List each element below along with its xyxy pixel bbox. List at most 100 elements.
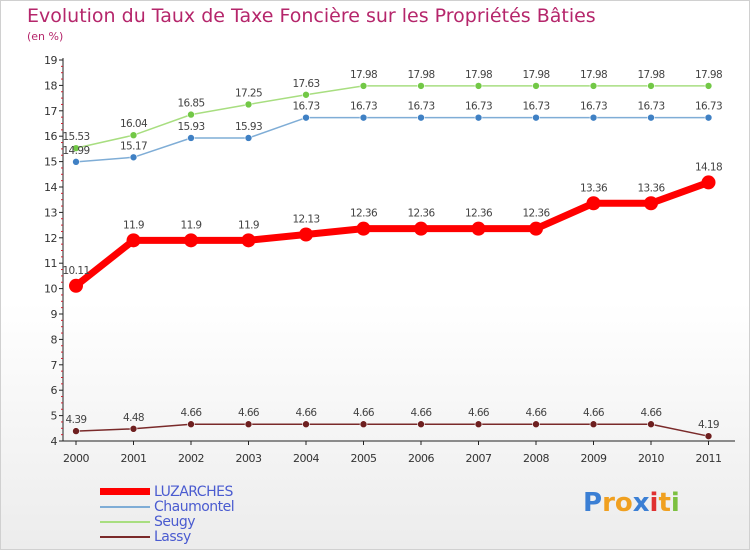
data-point-lassy <box>72 427 80 435</box>
data-label-lassy: 4.66 <box>583 407 605 419</box>
data-label-luzarches: 12.13 <box>292 213 319 225</box>
data-label-chaumontel: 16.73 <box>580 101 607 113</box>
legend-label-luzarches: LUZARCHES <box>154 484 233 500</box>
data-label-lassy: 4.39 <box>66 414 87 426</box>
y-tick-label: 11 <box>44 257 57 270</box>
data-point-lassy <box>647 420 655 429</box>
data-point-seugy <box>474 82 483 90</box>
data-label-luzarches: 11.9 <box>238 219 259 231</box>
legend-swatch-lassy <box>100 536 150 538</box>
data-point-chaumontel <box>589 113 598 122</box>
series-line-luzarches <box>72 178 712 290</box>
x-tick-label: 2003 <box>236 452 262 465</box>
data-label-chaumontel: 15.93 <box>235 121 262 133</box>
x-tick-label: 2004 <box>293 452 319 465</box>
data-point-seugy <box>647 82 655 90</box>
data-label-luzarches: 13.36 <box>580 182 608 194</box>
legend-label-chaumontel: Chaumontel <box>154 499 235 515</box>
data-label-lassy: 4.19 <box>698 419 719 431</box>
data-label-lassy: 4.48 <box>123 412 144 424</box>
legend-label-lassy: Lassy <box>154 529 191 545</box>
data-label-lassy: 4.66 <box>181 407 203 419</box>
data-point-lassy <box>417 420 425 429</box>
data-point-lassy <box>187 420 195 429</box>
data-label-luzarches: 14.18 <box>695 161 722 173</box>
data-point-chaumontel <box>129 153 138 162</box>
data-point-lassy <box>589 420 598 429</box>
legend-swatch-chaumontel <box>100 506 150 508</box>
data-point-luzarches <box>644 196 658 211</box>
data-point-chaumontel <box>474 113 483 122</box>
x-tick-label: 2008 <box>523 452 549 465</box>
x-tick-label: 2007 <box>466 452 492 465</box>
data-label-seugy: 17.25 <box>235 87 262 99</box>
data-point-luzarches <box>69 278 83 293</box>
x-tick-label: 2001 <box>121 452 147 465</box>
data-point-chaumontel <box>704 113 713 122</box>
y-tick-label: 19 <box>44 54 57 67</box>
y-tick-label: 16 <box>44 130 57 143</box>
logo-letter: o <box>614 488 633 518</box>
y-tick-label: 7 <box>51 359 58 372</box>
data-label-lassy: 4.66 <box>296 407 318 419</box>
data-point-chaumontel <box>647 113 655 122</box>
data-label-seugy: 17.98 <box>350 69 377 81</box>
data-label-seugy: 17.63 <box>292 78 319 90</box>
data-label-chaumontel: 16.73 <box>637 101 664 113</box>
data-label-luzarches: 12.36 <box>465 208 493 220</box>
legend-item-chaumontel: Chaumontel <box>100 499 360 515</box>
data-label-lassy: 4.66 <box>468 407 490 419</box>
data-label-seugy: 16.04 <box>120 118 148 130</box>
data-point-luzarches <box>471 221 486 236</box>
data-point-luzarches <box>356 221 371 236</box>
data-label-lassy: 4.66 <box>526 407 548 419</box>
logo-letter: i <box>649 488 659 518</box>
series-line-seugy <box>75 85 710 149</box>
data-label-luzarches: 11.9 <box>123 219 144 231</box>
data-label-seugy: 17.98 <box>522 69 549 81</box>
legend: LUZARCHES Chaumontel Seugy Lassy <box>100 484 360 545</box>
data-label-chaumontel: 16.73 <box>695 101 722 113</box>
data-point-seugy <box>244 100 253 109</box>
data-point-seugy <box>187 110 195 119</box>
data-label-lassy: 4.66 <box>353 407 375 419</box>
data-label-luzarches: 12.36 <box>522 208 550 220</box>
x-tick-label: 2005 <box>351 452 377 465</box>
chart-title: Evolution du Taux de Taxe Foncière sur l… <box>27 5 596 27</box>
data-point-luzarches <box>414 221 428 236</box>
data-label-seugy: 17.98 <box>637 69 664 81</box>
data-label-luzarches: 11.9 <box>181 219 202 231</box>
data-point-seugy <box>302 90 310 99</box>
data-label-seugy: 16.85 <box>177 98 204 110</box>
logo-letter: x <box>632 488 650 518</box>
y-tick-label: 15 <box>44 156 57 169</box>
data-label-lassy: 4.66 <box>411 407 433 419</box>
logo-letter: P <box>583 488 603 518</box>
data-point-chaumontel <box>187 134 195 142</box>
data-point-luzarches <box>586 196 601 211</box>
data-label-seugy: 17.98 <box>407 69 434 81</box>
legend-swatch-seugy <box>100 521 150 523</box>
data-point-luzarches <box>299 227 313 242</box>
data-point-luzarches <box>701 175 716 190</box>
data-label-seugy: 17.98 <box>465 69 492 81</box>
legend-item-lassy: Lassy <box>100 529 360 545</box>
y-tick-label: 6 <box>51 384 58 397</box>
legend-swatch-luzarches <box>100 488 150 495</box>
data-label-chaumontel: 16.73 <box>292 101 319 113</box>
data-label-chaumontel: 16.73 <box>350 101 377 113</box>
data-point-seugy <box>129 131 138 139</box>
y-tick-label: 8 <box>51 333 58 346</box>
data-label-luzarches: 10.11 <box>62 265 89 277</box>
data-label-lassy: 4.66 <box>238 407 260 419</box>
data-label-chaumontel: 15.93 <box>177 121 204 133</box>
data-point-seugy <box>72 144 80 152</box>
chart-subtitle: (en %) <box>27 30 64 43</box>
y-tick-label: 14 <box>44 181 57 194</box>
x-tick-label: 2002 <box>178 452 204 465</box>
y-tick-label: 9 <box>51 308 58 321</box>
data-label-seugy: 17.98 <box>580 69 607 81</box>
data-point-seugy <box>532 82 540 90</box>
data-point-seugy <box>589 82 598 90</box>
